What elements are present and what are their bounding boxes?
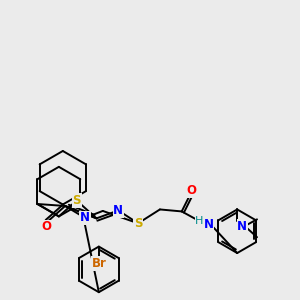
Text: Br: Br (92, 257, 106, 270)
Text: N: N (113, 204, 123, 217)
Text: N: N (203, 218, 214, 231)
Text: N: N (80, 212, 90, 224)
Text: H: H (195, 216, 204, 226)
Text: S: S (72, 194, 81, 207)
Text: O: O (41, 220, 51, 233)
Text: N: N (237, 220, 247, 233)
Text: S: S (134, 217, 142, 230)
Text: O: O (187, 184, 196, 197)
